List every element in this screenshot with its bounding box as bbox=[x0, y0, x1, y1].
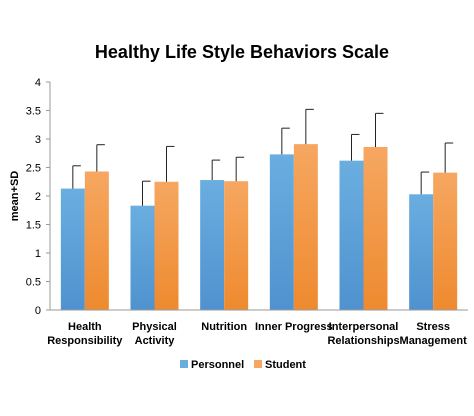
y-tick-label: 3.5 bbox=[26, 106, 41, 118]
legend-swatch-student bbox=[254, 360, 262, 368]
legend-label-personnel: Personnel bbox=[191, 359, 244, 371]
bar-student bbox=[84, 171, 109, 310]
chart-title: Healthy Life Style Behaviors Scale bbox=[95, 42, 389, 62]
bar-student bbox=[154, 181, 179, 310]
y-tick-label: 2 bbox=[35, 191, 41, 203]
bar-personnel bbox=[269, 154, 294, 310]
x-tick-label: Inner Progress bbox=[255, 321, 333, 333]
bar-student bbox=[363, 146, 388, 310]
bar-student bbox=[293, 144, 318, 310]
y-tick-label: 1 bbox=[35, 248, 41, 260]
legend-swatch-personnel bbox=[180, 360, 188, 368]
bar-student bbox=[224, 181, 249, 310]
y-tick-label: 3 bbox=[35, 134, 41, 146]
x-tick-label: Physical bbox=[132, 321, 177, 333]
y-tick-label: 0 bbox=[35, 305, 41, 317]
bar-personnel bbox=[200, 180, 225, 310]
y-tick-label: 1.5 bbox=[26, 220, 41, 232]
legend: Personnel Student bbox=[180, 359, 306, 371]
y-tick-label: 0.5 bbox=[26, 277, 41, 289]
legend-label-student: Student bbox=[265, 359, 306, 371]
bar-personnel bbox=[409, 194, 434, 310]
x-tick-label: Interpersonal bbox=[329, 321, 399, 333]
bar-personnel bbox=[339, 160, 364, 310]
x-tick-label: Responsibility bbox=[47, 335, 123, 347]
x-tick-label: Management bbox=[400, 335, 468, 347]
x-tick-label: Activity bbox=[135, 335, 176, 347]
plot-area: 0 0.5 1 1.5 2 2.5 3 3.5 4 Health Responsibility Phy… bbox=[26, 77, 468, 347]
x-tick-label: Nutrition bbox=[201, 321, 247, 333]
bar-student bbox=[433, 172, 458, 310]
x-tick-label: Health bbox=[68, 321, 102, 333]
x-tick-label: Stress bbox=[416, 321, 450, 333]
y-tick-label: 2.5 bbox=[26, 163, 41, 175]
y-tick-label: 4 bbox=[35, 77, 41, 89]
bar-personnel bbox=[60, 188, 85, 310]
bar-personnel bbox=[130, 205, 155, 310]
x-tick-label: Relationships bbox=[327, 335, 399, 347]
y-axis-label: mean+SD bbox=[9, 171, 21, 221]
